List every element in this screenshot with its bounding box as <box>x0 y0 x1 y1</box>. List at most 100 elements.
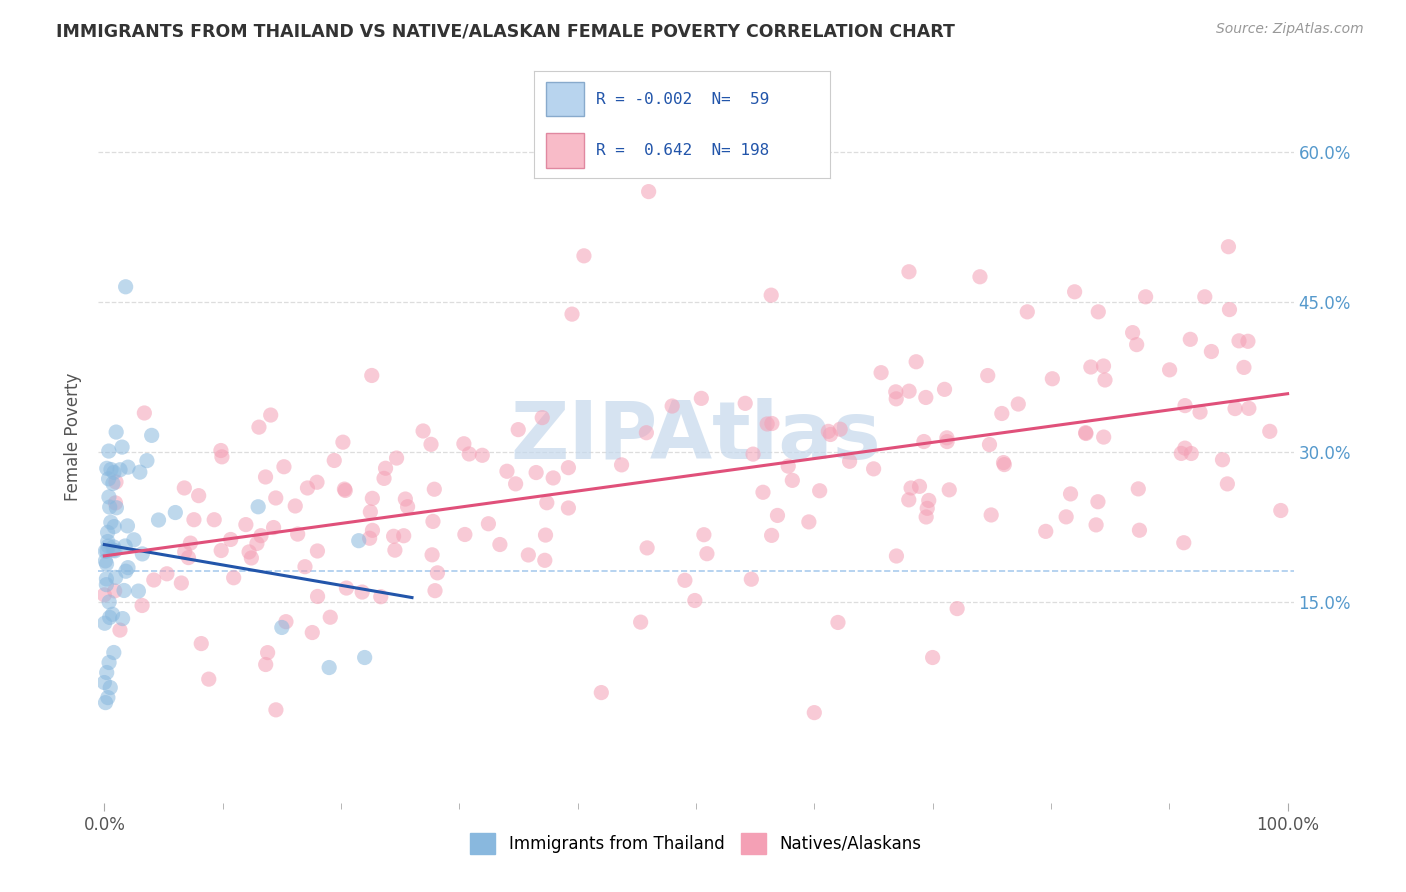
Point <box>690 392 713 406</box>
Point <box>396 500 419 514</box>
Point <box>359 531 381 545</box>
Point <box>97 539 120 553</box>
Legend: Immigrants from Thailand, Natives/Alaskans: Immigrants from Thailand, Natives/Alaska… <box>464 827 928 860</box>
Point <box>1216 476 1239 491</box>
Point <box>135 453 157 467</box>
Point <box>1059 487 1081 501</box>
Point <box>103 466 125 480</box>
Point <box>636 425 658 440</box>
Point <box>98 656 121 670</box>
Point <box>352 585 374 599</box>
Point <box>1054 509 1077 524</box>
Point <box>187 489 209 503</box>
Point <box>533 553 555 567</box>
Point <box>122 533 145 547</box>
Point <box>870 366 893 380</box>
Point <box>505 476 527 491</box>
Point <box>111 440 134 454</box>
Point <box>148 513 170 527</box>
Point <box>96 665 118 680</box>
Point <box>1125 337 1147 351</box>
Point <box>420 548 443 562</box>
Point <box>572 249 595 263</box>
Point <box>254 657 277 672</box>
Point <box>1211 452 1233 467</box>
Point <box>335 581 357 595</box>
Point <box>742 447 765 461</box>
Point <box>177 550 200 565</box>
Point <box>1040 372 1063 386</box>
Point <box>97 525 120 540</box>
Point <box>1087 494 1109 508</box>
Point <box>103 540 125 554</box>
Point <box>96 577 118 591</box>
Point <box>591 685 613 699</box>
Point <box>1087 305 1109 319</box>
Point <box>96 572 118 586</box>
Point <box>197 672 219 686</box>
Point <box>385 451 408 466</box>
Point <box>127 584 149 599</box>
Point <box>117 560 139 574</box>
FancyBboxPatch shape <box>546 134 585 168</box>
Point <box>96 461 118 475</box>
Point <box>97 490 120 504</box>
Point <box>936 434 959 449</box>
Point <box>131 599 153 613</box>
Point <box>156 566 179 581</box>
Point <box>1174 441 1197 455</box>
Point <box>531 410 554 425</box>
Point <box>98 610 121 624</box>
Point <box>696 547 718 561</box>
Point <box>392 529 415 543</box>
Point <box>1237 401 1260 416</box>
Point <box>993 456 1015 470</box>
Point <box>247 500 270 514</box>
Point <box>394 491 416 506</box>
Point <box>114 539 136 553</box>
Point <box>915 501 938 516</box>
Point <box>898 384 921 399</box>
Point <box>108 463 131 477</box>
Point <box>128 465 150 479</box>
Point <box>1218 240 1240 254</box>
Point <box>496 464 519 478</box>
Point <box>1085 517 1108 532</box>
Point <box>103 519 125 533</box>
Point <box>1092 430 1115 444</box>
Point <box>105 500 128 515</box>
Point <box>209 443 232 458</box>
Point <box>98 681 121 695</box>
Point <box>508 423 530 437</box>
Point <box>360 368 382 383</box>
Y-axis label: Female Poverty: Female Poverty <box>65 373 83 501</box>
Point <box>1080 359 1102 374</box>
Point <box>94 696 117 710</box>
FancyBboxPatch shape <box>546 82 585 116</box>
Point <box>1017 305 1039 319</box>
Point <box>1128 523 1150 537</box>
Point <box>96 557 118 571</box>
Point <box>103 646 125 660</box>
Point <box>112 583 135 598</box>
Point <box>614 160 637 174</box>
Point <box>222 571 245 585</box>
Point <box>382 529 405 543</box>
Point <box>422 515 444 529</box>
Point <box>1237 334 1260 349</box>
Point <box>370 590 392 604</box>
Point <box>1218 302 1240 317</box>
Point <box>905 355 928 369</box>
Point <box>935 431 957 445</box>
Point <box>908 479 931 493</box>
Point <box>359 505 381 519</box>
Point <box>1258 425 1281 439</box>
Point <box>93 675 115 690</box>
Point <box>250 529 273 543</box>
Point <box>1201 344 1223 359</box>
Point <box>1194 290 1216 304</box>
Point <box>134 406 156 420</box>
Point <box>752 485 775 500</box>
Point <box>373 471 395 485</box>
Point <box>915 510 938 524</box>
